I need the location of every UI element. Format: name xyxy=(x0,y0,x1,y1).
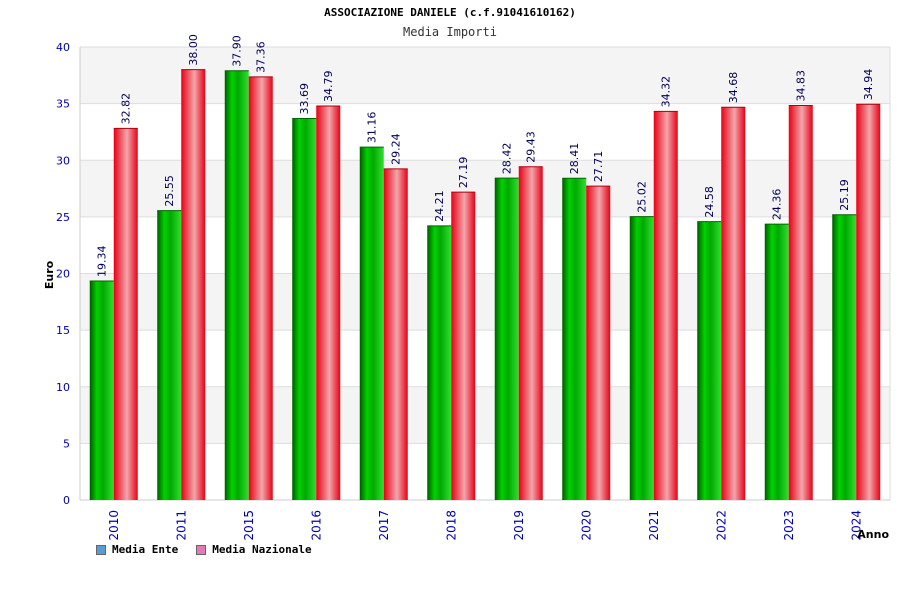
bar-media-ente-2023 xyxy=(764,224,789,501)
data-label: 24.58 xyxy=(703,186,716,218)
bar-media-ente-2010 xyxy=(89,280,114,500)
x-tick-label: 2019 xyxy=(512,510,526,541)
bar-media-ente-2016 xyxy=(292,118,317,500)
bar-media-nazionale-2019 xyxy=(518,166,543,500)
grid-band xyxy=(80,386,890,444)
y-tick-label: 35 xyxy=(56,98,70,111)
data-label: 31.16 xyxy=(366,112,379,144)
chart-title: ASSOCIAZIONE DANIELE (c.f.91041610162) xyxy=(324,6,576,19)
y-tick-label: 20 xyxy=(56,268,70,281)
y-axis-label: Euro xyxy=(43,260,56,289)
x-tick-label: 2020 xyxy=(579,510,593,541)
legend-swatch-media-ente xyxy=(96,544,106,555)
bar-media-ente-2020 xyxy=(562,178,587,500)
bar-media-ente-2019 xyxy=(494,178,519,500)
bar-media-ente-2024 xyxy=(832,214,857,500)
legend-swatch-media-nazionale xyxy=(196,544,207,555)
data-label: 24.36 xyxy=(771,189,784,221)
x-tick-label: 2024 xyxy=(849,510,863,541)
data-label: 25.02 xyxy=(636,181,649,213)
data-label: 34.68 xyxy=(727,72,740,104)
x-tick-label: 2022 xyxy=(714,510,728,541)
data-label: 38.00 xyxy=(187,34,200,66)
legend: Media Ente Media Nazionale xyxy=(96,543,312,556)
x-tick-label: 2017 xyxy=(377,510,391,541)
y-tick-label: 30 xyxy=(56,154,70,167)
y-tick-label: 5 xyxy=(63,437,70,450)
bar-media-nazionale-2020 xyxy=(586,186,611,500)
data-label: 28.42 xyxy=(501,143,514,175)
y-tick-label: 10 xyxy=(56,381,70,394)
data-label: 25.55 xyxy=(163,175,176,207)
bar-media-ente-2018 xyxy=(427,225,452,500)
data-label: 37.90 xyxy=(231,35,244,67)
legend-label-media-nazionale: Media Nazionale xyxy=(212,543,312,556)
bar-media-ente-2015 xyxy=(224,70,249,500)
legend-item-media-ente: Media Ente xyxy=(96,543,178,556)
data-label: 24.21 xyxy=(433,190,446,222)
data-label: 19.34 xyxy=(96,245,109,277)
grid-band xyxy=(80,103,890,161)
data-label: 34.83 xyxy=(795,70,808,102)
x-tick-label: 2023 xyxy=(782,510,796,541)
bar-media-ente-2022 xyxy=(697,221,722,500)
x-tick-label: 2021 xyxy=(647,510,661,541)
data-label: 27.71 xyxy=(592,151,605,183)
data-label: 29.24 xyxy=(390,133,403,165)
bar-media-nazionale-2024 xyxy=(856,104,881,500)
data-label: 25.19 xyxy=(838,179,851,211)
x-tick-label: 2016 xyxy=(309,510,323,541)
bar-media-nazionale-2022 xyxy=(721,107,746,501)
grid-band xyxy=(80,443,890,500)
data-label: 34.94 xyxy=(862,69,875,101)
data-label: 27.19 xyxy=(457,157,470,189)
data-label: 34.79 xyxy=(322,71,335,103)
data-label: 29.43 xyxy=(525,131,538,163)
grid-band xyxy=(80,216,890,274)
y-tick-label: 40 xyxy=(56,41,70,54)
x-tick-label: 2018 xyxy=(444,510,458,541)
bar-media-nazionale-2017 xyxy=(383,168,408,500)
y-tick-label: 15 xyxy=(56,324,70,337)
grid-band xyxy=(80,273,890,331)
y-tick-label: 25 xyxy=(56,211,70,224)
chart-subtitle: Media Importi xyxy=(403,25,497,39)
bar-media-nazionale-2021 xyxy=(653,111,678,501)
bar-media-nazionale-2023 xyxy=(788,105,813,501)
bar-media-nazionale-2018 xyxy=(451,192,476,501)
x-tick-label: 2010 xyxy=(107,510,121,541)
data-label: 32.82 xyxy=(120,93,133,125)
data-label: 34.32 xyxy=(660,76,673,108)
x-tick-label: 2015 xyxy=(242,510,256,541)
grid-band xyxy=(80,160,890,217)
bar-media-nazionale-2015 xyxy=(248,76,273,500)
x-tick-label: 2011 xyxy=(174,510,188,541)
data-label: 37.36 xyxy=(255,41,268,73)
bar-media-nazionale-2010 xyxy=(113,128,138,500)
data-label: 33.69 xyxy=(298,83,311,115)
bar-media-nazionale-2016 xyxy=(316,106,341,501)
bar-media-ente-2021 xyxy=(629,216,654,500)
x-axis-label: Anno xyxy=(857,528,889,541)
legend-label-media-ente: Media Ente xyxy=(112,543,179,556)
grid-band xyxy=(80,47,890,104)
bar-media-nazionale-2011 xyxy=(181,69,206,501)
bar-media-ente-2011 xyxy=(157,210,182,501)
y-tick-label: 0 xyxy=(63,494,70,507)
data-label: 28.41 xyxy=(568,143,581,175)
grid-band xyxy=(80,330,890,387)
bar-media-ente-2017 xyxy=(359,147,384,500)
legend-item-media-nazionale: Media Nazionale xyxy=(196,543,312,556)
